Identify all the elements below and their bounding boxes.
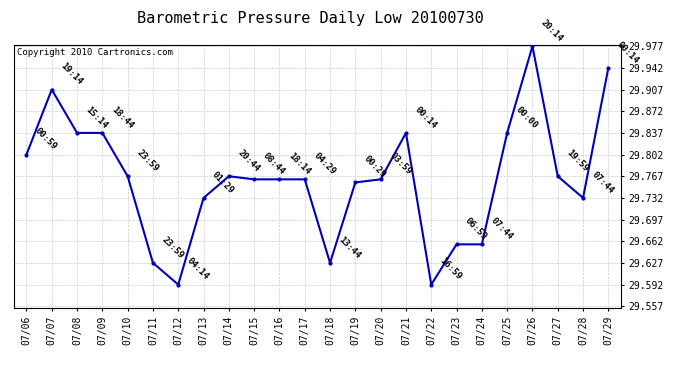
Text: 00:00: 00:00 (514, 105, 540, 130)
Text: 06:59: 06:59 (464, 216, 489, 242)
Text: Barometric Pressure Daily Low 20100730: Barometric Pressure Daily Low 20100730 (137, 11, 484, 26)
Text: 00:59: 00:59 (33, 126, 59, 152)
Text: 15:14: 15:14 (84, 105, 109, 130)
Text: 00:29: 00:29 (362, 154, 388, 180)
Text: 16:59: 16:59 (438, 256, 464, 282)
Text: 04:29: 04:29 (312, 151, 337, 177)
Text: 07:44: 07:44 (590, 170, 615, 195)
Text: 03:59: 03:59 (388, 151, 413, 177)
Text: 23:59: 23:59 (135, 148, 160, 174)
Text: 01:29: 01:29 (210, 170, 236, 195)
Text: 23:59: 23:59 (160, 235, 185, 260)
Text: 08:44: 08:44 (261, 151, 286, 177)
Text: 07:44: 07:44 (489, 216, 514, 242)
Text: 00:14: 00:14 (413, 105, 438, 130)
Text: 18:44: 18:44 (109, 105, 135, 130)
Text: 20:14: 20:14 (540, 18, 564, 44)
Text: 13:44: 13:44 (337, 235, 362, 260)
Text: 20:44: 20:44 (236, 148, 261, 174)
Text: 18:14: 18:14 (286, 151, 312, 177)
Text: 19:14: 19:14 (59, 62, 84, 87)
Text: 04:14: 04:14 (185, 256, 210, 282)
Text: 00:14: 00:14 (615, 40, 640, 65)
Text: Copyright 2010 Cartronics.com: Copyright 2010 Cartronics.com (17, 48, 172, 57)
Text: 19:59: 19:59 (564, 148, 590, 174)
